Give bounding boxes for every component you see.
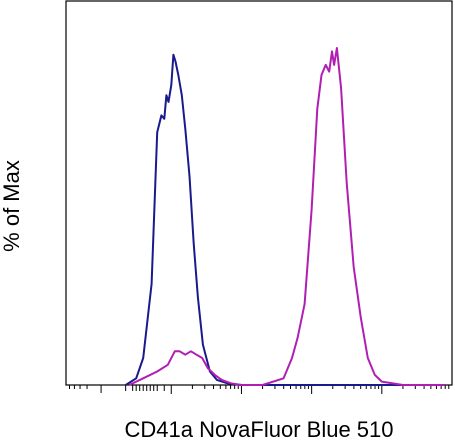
histogram-series-1 [125, 53, 445, 386]
x-axis-ticks [69, 385, 450, 394]
series-layer [125, 47, 445, 386]
plot-frame [65, 0, 453, 386]
y-axis-label: % of Max [0, 160, 24, 252]
histogram-series-2 [128, 47, 445, 386]
x-axis-label: CD41a NovaFluor Blue 510 [124, 417, 393, 442]
